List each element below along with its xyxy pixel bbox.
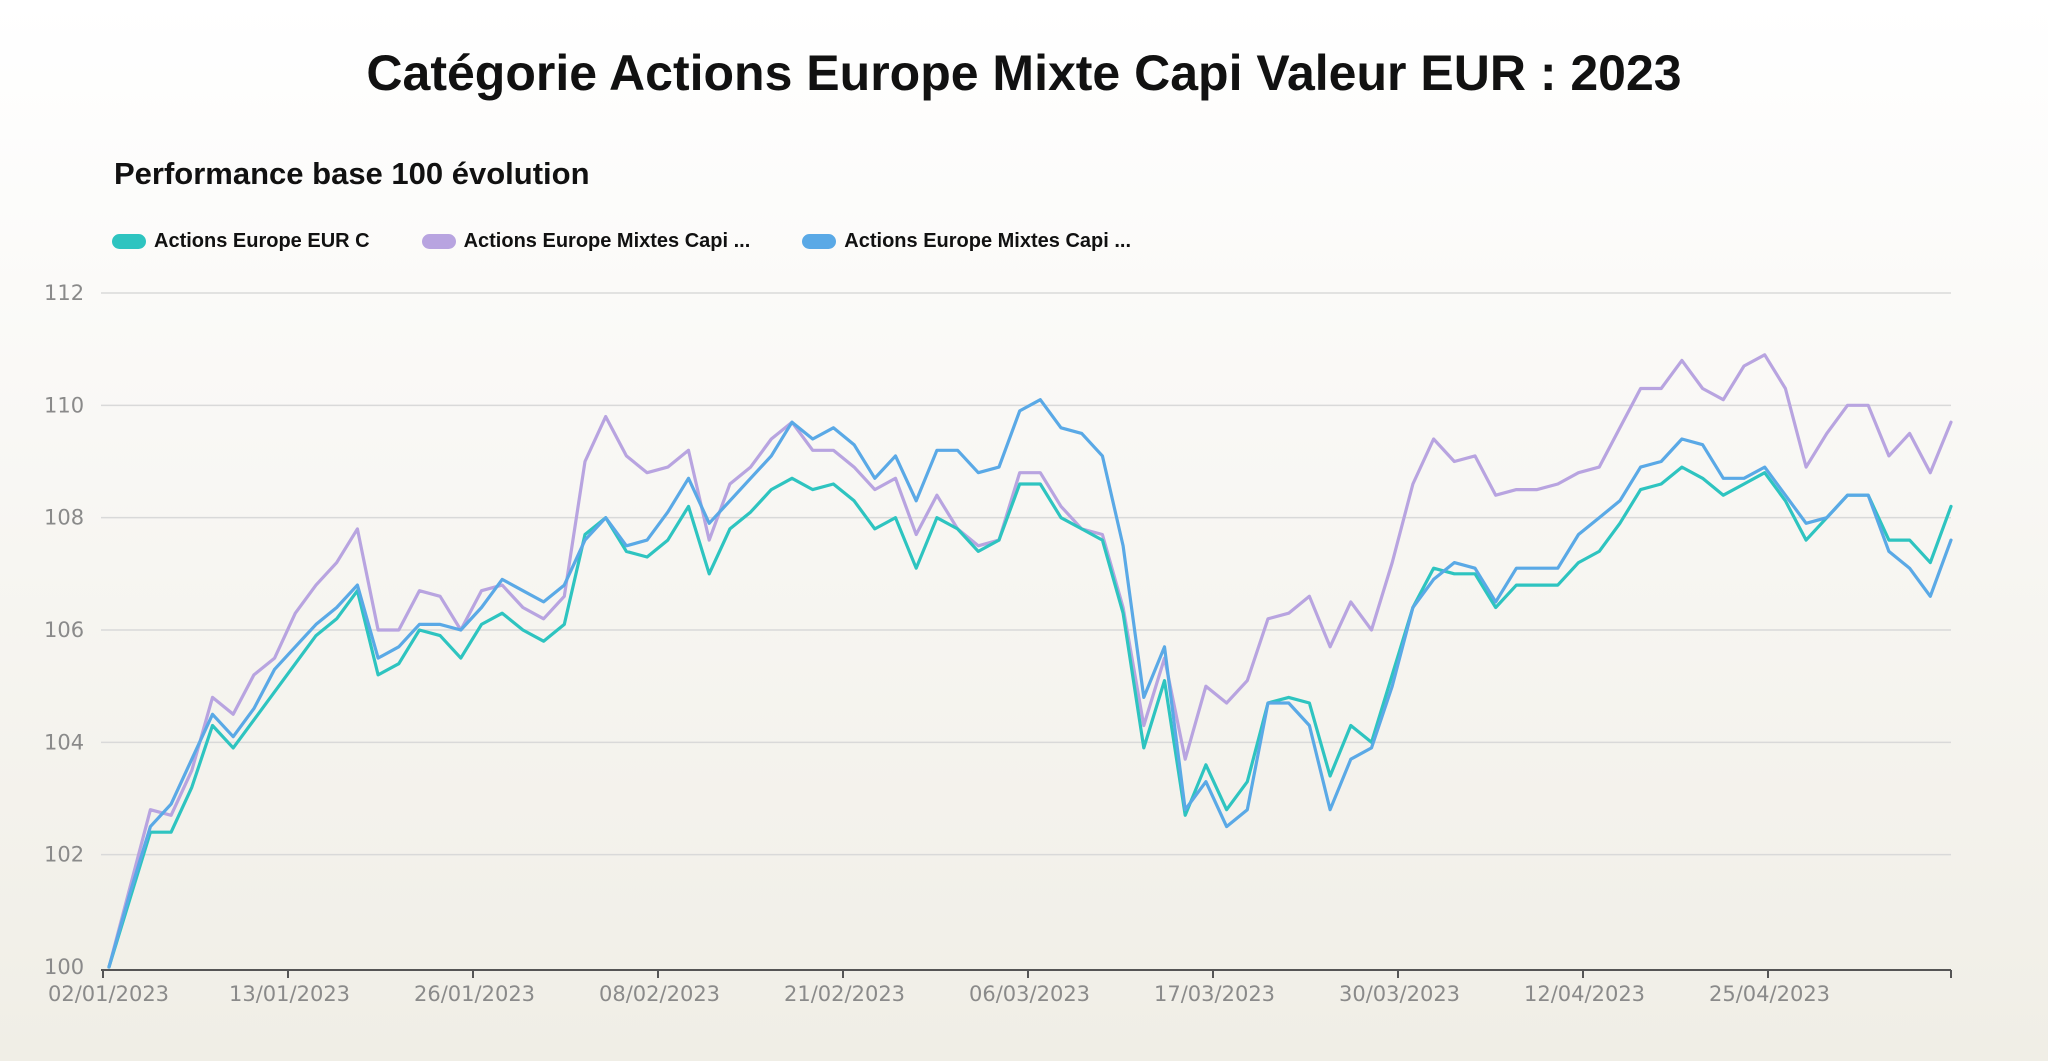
chart-subtitle: Performance base 100 évolution — [114, 156, 590, 191]
legend-item-series-3[interactable]: Actions Europe Mixtes Capi ... — [802, 230, 1131, 253]
x-tick-label: 02/01/2023 — [48, 982, 169, 1006]
legend-swatch-purple — [421, 233, 456, 249]
y-tick-label: 104 — [44, 730, 84, 754]
x-tick-label: 12/04/2023 — [1524, 982, 1645, 1006]
y-tick-label: 106 — [44, 618, 84, 642]
legend-swatch-teal — [112, 233, 146, 249]
legend-item-series-1[interactable]: Actions Europe EUR C — [112, 230, 370, 253]
x-tick-label: 13/01/2023 — [229, 982, 350, 1006]
legend-swatch-blue — [802, 233, 837, 249]
series-line-2[interactable] — [107, 353, 1953, 969]
legend-label: Actions Europe Mixtes Capi ... — [844, 229, 1132, 252]
series-line-3[interactable] — [107, 398, 1953, 969]
y-tick-label: 100 — [44, 955, 84, 979]
legend-label: Actions Europe Mixtes Capi ... — [463, 229, 751, 252]
x-tick-label: 26/01/2023 — [414, 982, 535, 1006]
x-tick-label: 30/03/2023 — [1339, 982, 1460, 1006]
x-tick-label: 21/02/2023 — [784, 982, 905, 1006]
legend-label: Actions Europe EUR C — [154, 229, 370, 252]
x-tick-label: 06/03/2023 — [969, 982, 1090, 1006]
y-tick-label: 108 — [44, 506, 84, 530]
legend-item-series-2[interactable]: Actions Europe Mixtes Capi ... — [421, 229, 751, 253]
y-tick-label: 110 — [44, 393, 84, 417]
x-tick-label: 08/02/2023 — [599, 982, 720, 1006]
y-tick-label: 112 — [44, 281, 84, 305]
page-title: Catégorie Actions Europe Mixte Capi Vale… — [366, 45, 1682, 101]
x-tick-label: 25/04/2023 — [1709, 982, 1830, 1006]
x-tick-label: 17/03/2023 — [1154, 982, 1275, 1006]
series-line-1[interactable] — [107, 465, 1953, 969]
chart-legend: Actions Europe EUR C Actions Europe Mixt… — [112, 226, 1131, 256]
y-tick-label: 102 — [44, 843, 84, 867]
